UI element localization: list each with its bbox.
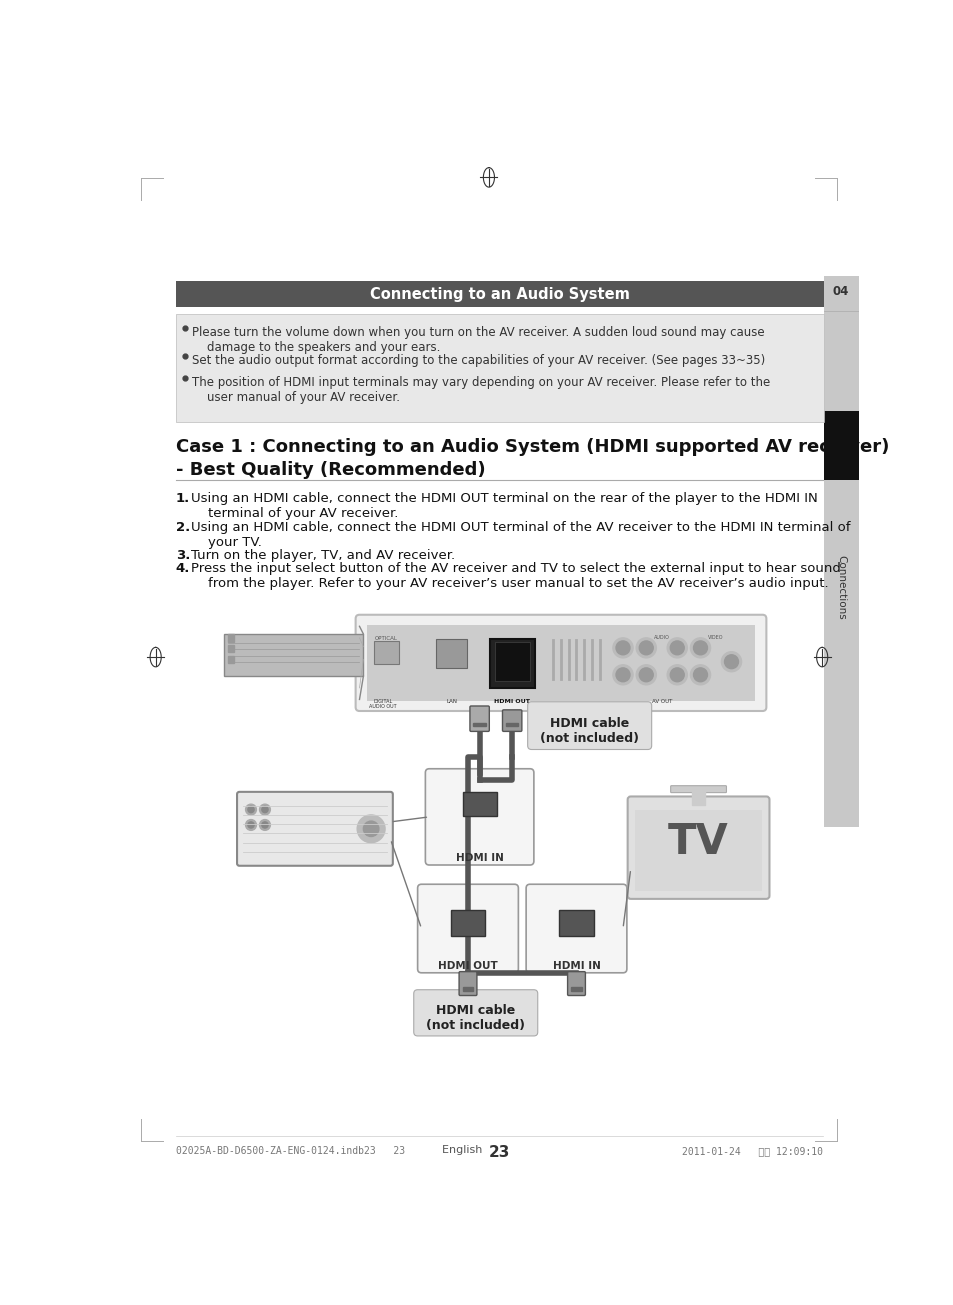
FancyBboxPatch shape [635,810,760,891]
Text: HDMI cable: HDMI cable [550,718,629,731]
Text: Please turn the volume down when you turn on the AV receiver. A sudden loud soun: Please turn the volume down when you tur… [192,326,764,354]
FancyBboxPatch shape [458,972,476,996]
Circle shape [363,821,378,837]
Text: Using an HDMI cable, connect the HDMI OUT terminal of the AV receiver to the HDM: Using an HDMI cable, connect the HDMI OU… [192,521,850,549]
Circle shape [612,638,633,658]
Circle shape [259,804,270,814]
FancyBboxPatch shape [451,910,484,936]
FancyBboxPatch shape [567,972,585,996]
Bar [228,655,233,663]
Text: HDMI IN: HDMI IN [456,853,503,864]
FancyBboxPatch shape [502,710,521,731]
FancyBboxPatch shape [436,639,467,668]
Text: AV OUT: AV OUT [651,698,671,703]
Text: 1.: 1. [175,492,190,505]
Circle shape [690,664,710,685]
Circle shape [666,664,686,685]
FancyBboxPatch shape [417,885,517,972]
Text: 3.: 3. [175,549,190,562]
Text: The position of HDMI input terminals may vary depending on your AV receiver. Ple: The position of HDMI input terminals may… [192,376,769,405]
Text: (not included): (not included) [539,732,639,745]
Text: Case 1 : Connecting to an Audio System (HDMI supported AV receiver): Case 1 : Connecting to an Audio System (… [175,437,888,455]
Text: Using an HDMI cable, connect the HDMI OUT terminal on the rear of the player to : Using an HDMI cable, connect the HDMI OU… [192,492,818,521]
FancyBboxPatch shape [236,792,393,865]
FancyBboxPatch shape [175,315,822,423]
Circle shape [636,664,656,685]
FancyBboxPatch shape [224,634,363,676]
Text: HDMI OUT: HDMI OUT [494,698,530,703]
FancyBboxPatch shape [414,989,537,1036]
Circle shape [720,651,740,672]
FancyBboxPatch shape [175,282,822,307]
Bar [228,634,233,642]
Text: (not included): (not included) [426,1019,525,1032]
Circle shape [639,668,653,681]
Text: 2011-01-24   오후 12:09:10: 2011-01-24 오후 12:09:10 [681,1146,822,1156]
Text: 02025A-BD-D6500-ZA-ENG-0124.indb23   23: 02025A-BD-D6500-ZA-ENG-0124.indb23 23 [175,1146,404,1156]
Circle shape [261,822,268,829]
Text: HDMI cable: HDMI cable [436,1005,515,1018]
Text: 04: 04 [832,284,848,298]
Text: LAN: LAN [446,698,456,703]
Text: Set the audio output format according to the capabilities of your AV receiver. (: Set the audio output format according to… [192,354,764,367]
Text: Connections: Connections [835,556,845,620]
Circle shape [636,638,656,658]
FancyBboxPatch shape [495,642,530,681]
FancyBboxPatch shape [670,786,725,792]
Text: Press the input select button of the AV receiver and TV to select the external i: Press the input select button of the AV … [192,562,841,590]
Circle shape [639,641,653,655]
Circle shape [666,638,686,658]
Circle shape [616,668,629,681]
Text: Turn on the player, TV, and AV receiver.: Turn on the player, TV, and AV receiver. [192,549,455,562]
Bar [228,645,233,652]
Text: English: English [441,1144,488,1155]
FancyBboxPatch shape [470,706,489,731]
Text: AUDIO: AUDIO [653,634,669,639]
Text: HDMI OUT: HDMI OUT [437,962,497,971]
FancyBboxPatch shape [558,910,593,936]
Bar [692,790,704,805]
Circle shape [690,638,710,658]
Circle shape [245,820,256,830]
Text: Connecting to an Audio System: Connecting to an Audio System [370,287,629,301]
Circle shape [723,655,738,668]
Bar [462,988,473,990]
Text: HDMI IN: HDMI IN [552,962,599,971]
Circle shape [612,664,633,685]
Bar [473,723,485,727]
FancyBboxPatch shape [489,638,535,688]
Circle shape [693,641,707,655]
Bar [571,988,581,990]
FancyBboxPatch shape [462,792,497,817]
FancyBboxPatch shape [374,641,398,664]
Circle shape [245,804,256,814]
Circle shape [616,641,629,655]
FancyBboxPatch shape [822,275,858,826]
FancyBboxPatch shape [627,796,769,899]
Text: VIDEO: VIDEO [707,634,723,639]
Circle shape [356,814,385,843]
Text: DIGITAL
AUDIO OUT: DIGITAL AUDIO OUT [369,698,396,710]
Circle shape [248,806,253,813]
Circle shape [261,806,268,813]
Circle shape [670,641,683,655]
Circle shape [693,668,707,681]
Text: TV: TV [667,821,728,863]
FancyBboxPatch shape [527,702,651,749]
FancyBboxPatch shape [822,411,858,480]
Circle shape [248,822,253,829]
FancyBboxPatch shape [525,885,626,972]
Circle shape [259,820,270,830]
FancyBboxPatch shape [355,615,765,711]
FancyBboxPatch shape [425,769,534,865]
FancyBboxPatch shape [367,625,754,701]
Text: - Best Quality (Recommended): - Best Quality (Recommended) [175,461,485,479]
Bar [505,723,517,727]
Text: 4.: 4. [175,562,190,576]
Text: 2.: 2. [175,521,190,534]
Text: 23: 23 [488,1144,510,1160]
Text: OPTICAL: OPTICAL [375,636,397,641]
Circle shape [670,668,683,681]
